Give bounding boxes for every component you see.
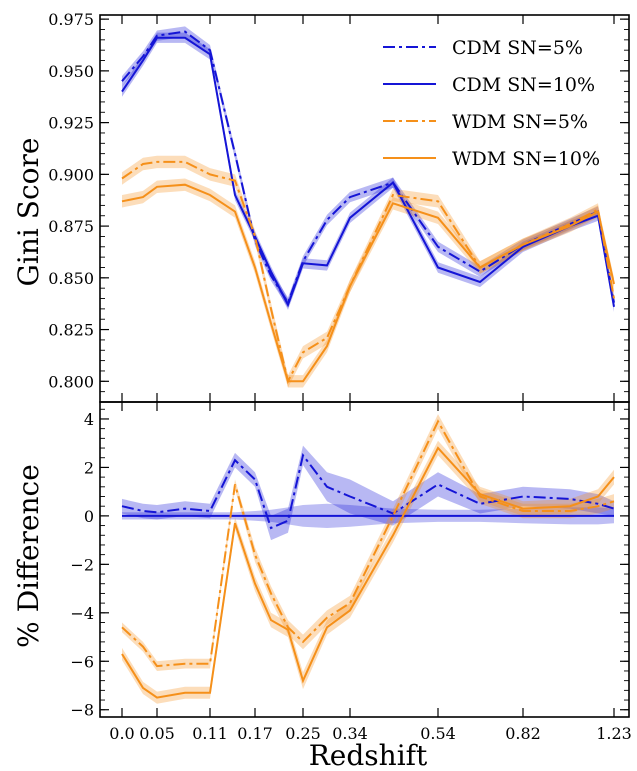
percent-difference-axis-title: % Difference xyxy=(12,464,45,648)
y-tick-label: −8 xyxy=(70,701,94,720)
legend-label: CDM SN=5% xyxy=(452,37,583,59)
x-tick-label: 1.23 xyxy=(596,724,632,743)
y-tick-label: 0 xyxy=(84,507,94,526)
y-tick-label: −2 xyxy=(70,555,94,574)
x-tick-label: 0.34 xyxy=(332,724,368,743)
band-wdm-sn-10 xyxy=(122,178,614,388)
legend: CDM SN=5% CDM SN=10% WDM SN=5% WDM SN=10% xyxy=(383,37,600,170)
y-tick-label: 0.925 xyxy=(48,114,94,133)
y-tick-label: 0.950 xyxy=(48,62,94,81)
y-tick-label: −4 xyxy=(70,604,94,623)
band-wdm-sn-5 xyxy=(122,414,614,671)
y-tick-label: 2 xyxy=(84,458,94,477)
y-tick-label: 0.975 xyxy=(48,10,94,29)
band-wdm-sn-10 xyxy=(122,440,614,704)
y-tick-label: 0.825 xyxy=(48,321,94,340)
band-cdm-sn-5 xyxy=(122,445,614,541)
percent-difference-panel: −8 −6 −4 −2 0 2 4 0.0 0.05 0.11 0.17 0.25 0.34 0.54 0.… xyxy=(70,401,632,743)
line-wdm-sn-10 xyxy=(121,183,615,383)
y-tick-label: 0.900 xyxy=(48,165,94,184)
gini-score-panel: 0.800 0.825 0.850 0.875 0.900 0.925 0.950 0.975 xyxy=(48,10,630,403)
legend-label: CDM SN=10% xyxy=(452,74,595,96)
line-wdm-sn-5 xyxy=(121,419,615,668)
y-tick-label: 0.875 xyxy=(48,217,94,236)
y-tick-label: 0.850 xyxy=(48,269,94,288)
x-tick-label: 0.54 xyxy=(420,724,456,743)
line-cdm-sn-10 xyxy=(121,36,615,308)
line-cdm-sn-5 xyxy=(121,452,615,530)
x-tick-label: 0.25 xyxy=(285,724,321,743)
x-tick-label: 0.0 xyxy=(109,724,134,743)
legend-label: WDM SN=5% xyxy=(452,111,588,133)
gini-score-axis-title: Gini Score xyxy=(12,138,45,287)
x-tick-label: 0.82 xyxy=(505,724,541,743)
y-tick-label: 0.800 xyxy=(48,372,94,391)
x-tick-label: 0.11 xyxy=(192,724,228,743)
x-tick-label: 0.05 xyxy=(139,724,175,743)
x-tick-label: 0.17 xyxy=(237,724,273,743)
y-tick-label: 4 xyxy=(84,410,94,429)
line-wdm-sn-10 xyxy=(121,446,615,699)
plot-frame xyxy=(99,401,630,718)
y-tick-label: −6 xyxy=(70,652,94,671)
legend-label: WDM SN=10% xyxy=(452,148,600,170)
redshift-axis-title: Redshift xyxy=(309,739,428,771)
